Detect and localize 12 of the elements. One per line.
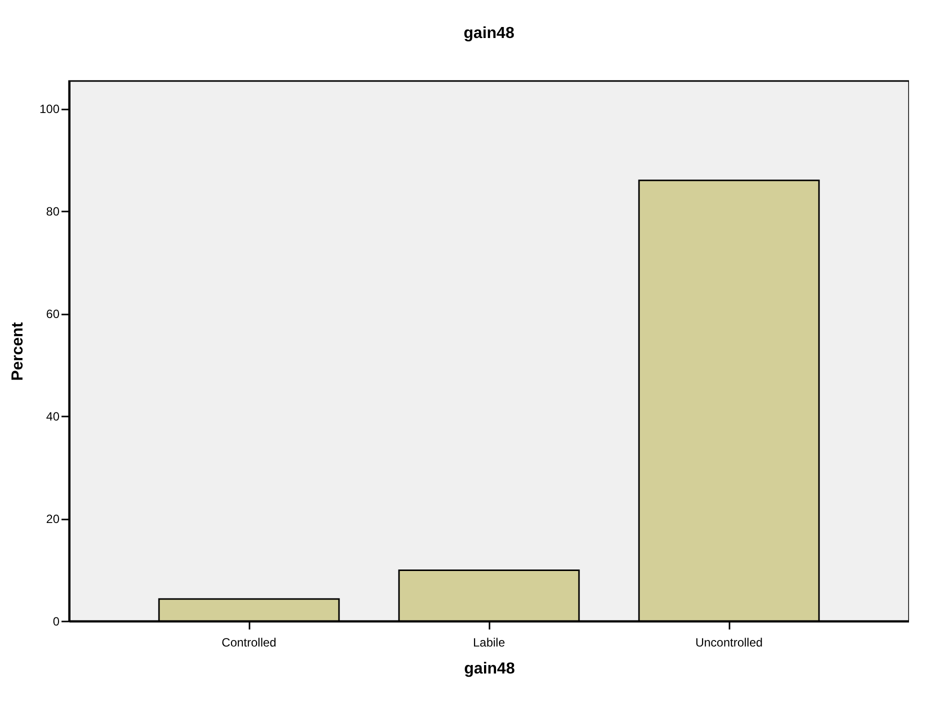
chart-title: gain48 [464,25,514,42]
y-tick-label: 80 [46,204,60,219]
x-axis-title: gain48 [464,660,515,678]
x-tick-label: Controlled [222,636,276,650]
y-axis-title: Percent [9,321,26,381]
x-tick-label: Uncontrolled [695,636,763,650]
y-tick-label: 60 [46,307,60,322]
y-tick-label: 40 [46,410,60,424]
y-tick-label: 100 [39,102,60,116]
y-tick-label: 20 [46,512,60,526]
y-tick-label: 0 [52,614,60,628]
x-tick-label: Labile [472,636,506,650]
